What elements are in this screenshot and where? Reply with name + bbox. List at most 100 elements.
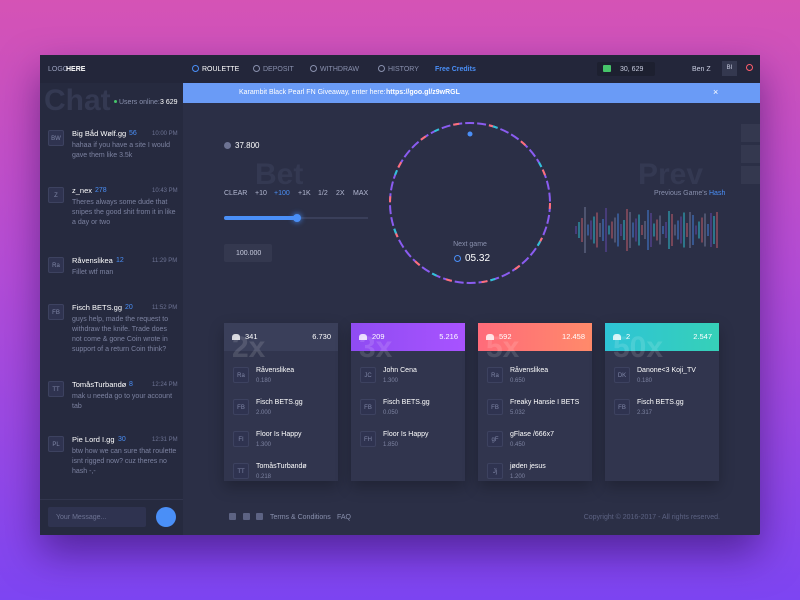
- entry-avatar: FH: [360, 431, 376, 447]
- chat-level: 30: [118, 436, 126, 443]
- entry-name: Floor Is Happy: [256, 431, 302, 438]
- side-icon[interactable]: [741, 145, 760, 163]
- bet-button[interactable]: MAX: [353, 190, 369, 197]
- entry-name: gFlase /666x7: [510, 431, 554, 438]
- side-icon[interactable]: [741, 166, 760, 184]
- chat-placeholder: Your Message...: [56, 514, 107, 521]
- bet-button[interactable]: 2X: [336, 190, 345, 197]
- column-header[interactable]: [351, 323, 465, 351]
- chat-avatar: Ra: [48, 257, 64, 273]
- entry-amount: 2.317: [637, 410, 653, 416]
- column-total: 6.730: [312, 332, 331, 341]
- balance-icon: [603, 65, 611, 72]
- free-credits[interactable]: Free Credits: [435, 66, 476, 73]
- social-icon[interactable]: [243, 513, 250, 520]
- side-icon[interactable]: [741, 124, 760, 142]
- chat-level: 8: [129, 381, 133, 388]
- chat-level: 20: [125, 304, 133, 311]
- chat-level: 56: [129, 130, 137, 137]
- chat-divider: [40, 499, 183, 500]
- chat-avatar: BW: [48, 130, 64, 146]
- entry-avatar: FB: [233, 399, 249, 415]
- footer-link[interactable]: Terms & Conditions: [270, 514, 331, 521]
- entry-amount: 0.218: [256, 474, 272, 480]
- footer-link[interactable]: FAQ: [337, 514, 352, 521]
- timer: 05.32: [465, 253, 491, 264]
- chat-text: guys help, made the request to withdraw …: [72, 316, 169, 353]
- bet-button[interactable]: CLEAR: [224, 190, 248, 197]
- entry-avatar: FB: [614, 399, 630, 415]
- column-users: 2: [626, 332, 631, 341]
- logo-bold: HERE: [66, 66, 86, 73]
- entry-avatar: Ra: [487, 367, 503, 383]
- bet-input[interactable]: [224, 244, 272, 262]
- chat-name: Fisch BETS.gg: [72, 303, 123, 312]
- nav-icon: [310, 65, 317, 72]
- slider-handle[interactable]: [293, 214, 301, 222]
- timer-icon: [454, 255, 461, 262]
- chat-avatar: FB: [48, 304, 64, 320]
- column-header[interactable]: [224, 323, 338, 351]
- nav-item[interactable]: WITHDRAW: [320, 66, 360, 73]
- bet-button[interactable]: +100: [274, 190, 290, 197]
- social-icon[interactable]: [256, 513, 263, 520]
- column-total: 5.216: [439, 332, 458, 341]
- entry-avatar: Ra: [233, 367, 249, 383]
- online-count: 3 629: [160, 99, 178, 106]
- banner-link[interactable]: https://goo.gl/z9wRGL: [386, 89, 460, 96]
- chat-input[interactable]: [48, 507, 146, 527]
- nav-item[interactable]: HISTORY: [388, 66, 419, 73]
- chat-avatar: TT: [48, 381, 64, 397]
- bet-balance: 37.800: [235, 141, 260, 150]
- entry-amount: 0.650: [510, 378, 526, 384]
- chat-name: z_nex: [72, 186, 93, 195]
- entry-name: Danone<3 Koji_TV: [637, 367, 696, 374]
- entry-name: Råvenslikea: [510, 367, 549, 374]
- chat-time: 11:52 PM: [152, 305, 178, 311]
- coin-icon: [224, 142, 231, 149]
- chat-name: TomåsTurbandø: [72, 380, 127, 389]
- balance-box: [597, 62, 655, 76]
- social-icon[interactable]: [229, 513, 236, 520]
- column-users: 341: [245, 332, 258, 341]
- chat-text: hahaa if you have a site I would gave th…: [72, 142, 171, 159]
- banner-text: Karambit Black Pearl FN Giveaway, enter …: [239, 89, 386, 96]
- column-header[interactable]: [605, 323, 719, 351]
- entry-amount: 5.032: [510, 410, 526, 416]
- column-header[interactable]: [478, 323, 592, 351]
- chat-text: mak u needa go to your account tab: [72, 393, 173, 410]
- logout[interactable]: [746, 64, 753, 71]
- banner-close[interactable]: ×: [713, 87, 719, 97]
- online-label: Users online:: [119, 99, 160, 106]
- hash-barcode: [575, 207, 718, 253]
- next-game-label: Next game: [453, 241, 487, 248]
- balance: 30, 629: [620, 66, 644, 73]
- entry-avatar: JC: [360, 367, 376, 383]
- bet-button[interactable]: +1K: [298, 190, 311, 197]
- chat-level: 278: [95, 187, 107, 194]
- nav-item[interactable]: DEPOSIT: [263, 66, 294, 73]
- column-users: 592: [499, 332, 512, 341]
- users-icon: [613, 334, 621, 340]
- user-name[interactable]: Ben Z: [692, 66, 711, 73]
- chat-name: Big Bắd Wølf.gg: [72, 129, 127, 138]
- column-watermark: 50x: [613, 331, 664, 364]
- send-button[interactable]: [156, 507, 176, 527]
- chat-name: Pie Lord I.gg: [72, 435, 115, 444]
- nav-icon: [253, 65, 260, 72]
- entry-name: Fisch BETS.gg: [383, 399, 430, 406]
- prev-link[interactable]: Hash: [709, 190, 726, 197]
- chat-text: Fillet wtf man: [72, 269, 114, 276]
- chat-time: 10:43 PM: [152, 188, 178, 194]
- nav-icon: [378, 65, 385, 72]
- bet-button[interactable]: +10: [255, 190, 267, 197]
- entry-name: Fisch BETS.gg: [256, 399, 303, 406]
- column-users: 209: [372, 332, 385, 341]
- entry-amount: 1.300: [383, 378, 399, 384]
- entry-avatar: FB: [487, 399, 503, 415]
- nav-item[interactable]: ROULETTE: [202, 66, 240, 73]
- nav-icon: [192, 65, 199, 72]
- banner: [183, 83, 760, 103]
- bet-button[interactable]: 1/2: [318, 190, 328, 197]
- wheel-pointer: [467, 131, 473, 137]
